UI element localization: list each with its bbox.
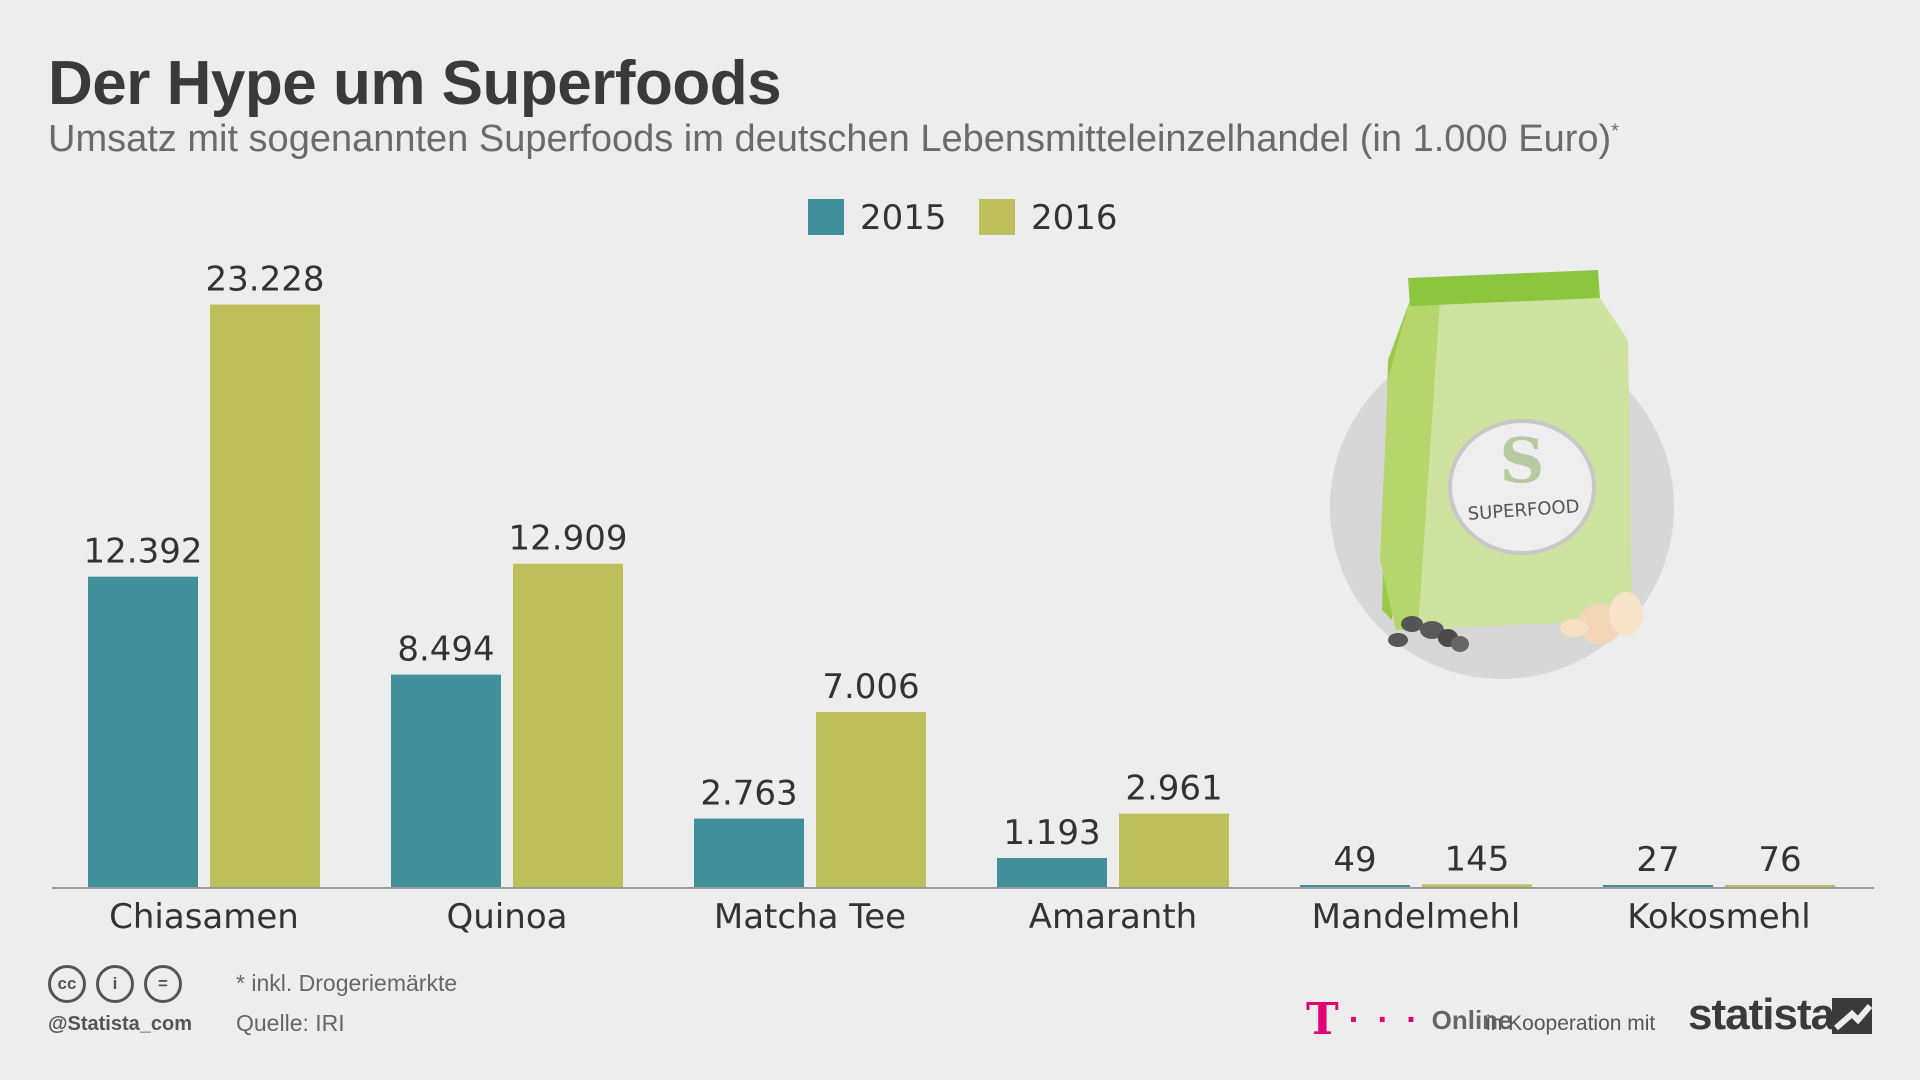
category-label: Matcha Tee <box>714 897 906 937</box>
footnote: * inkl. Drogeriemärkte <box>236 970 458 996</box>
no-derivatives-icon: = <box>144 965 182 1003</box>
license-icons: cc i = <box>48 965 182 1003</box>
value-label: 12.392 <box>84 532 203 572</box>
legend: 2015 2016 <box>808 198 1118 238</box>
chart-subtitle: Umsatz mit sogenannten Superfoods im deu… <box>48 118 1619 160</box>
bar-2015-3 <box>997 858 1107 888</box>
bar-2016-4 <box>1422 884 1532 888</box>
statista-logo-icon <box>1832 998 1872 1034</box>
bar-2016-3 <box>1119 813 1229 888</box>
value-label: 27 <box>1636 840 1679 880</box>
telekom-t-icon: T <box>1306 994 1339 1045</box>
category-label: Kokosmehl <box>1627 897 1810 937</box>
bar-2015-5 <box>1603 885 1713 888</box>
bar-2016-2 <box>816 712 926 888</box>
bar-2015-4 <box>1300 885 1410 888</box>
bar-2016-5 <box>1725 885 1835 888</box>
legend-swatch-2015 <box>808 199 844 235</box>
value-label: 1.193 <box>1003 813 1100 853</box>
attribution-icon: i <box>96 965 134 1003</box>
bar-2016-1 <box>513 563 623 888</box>
chart-title: Der Hype um Superfoods <box>48 49 782 118</box>
value-labels: 12.392 23.228 8.494 12.909 2.763 7.006 1.193 2.… <box>84 260 1802 880</box>
value-label: 12.909 <box>509 519 628 559</box>
bar-2015-1 <box>391 674 501 888</box>
cc-icon: cc <box>48 965 86 1003</box>
cooperation-text: in Kooperation mit <box>1486 1012 1656 1035</box>
legend-swatch-2016 <box>979 199 1015 235</box>
value-label: 2.961 <box>1125 769 1222 809</box>
category-label: Quinoa <box>447 897 568 937</box>
telekom-dots-icon: · · · <box>1348 1000 1422 1039</box>
legend-label: 2015 <box>860 198 947 238</box>
category-label: Mandelmehl <box>1312 897 1521 937</box>
bar-2015-0 <box>88 576 198 888</box>
bar-2015-2 <box>694 818 804 888</box>
bars <box>88 304 1835 888</box>
category-labels: Chiasamen Quinoa Matcha Tee Amaranth Mandelm… <box>109 897 1811 937</box>
value-label: 76 <box>1758 840 1801 880</box>
bar-2016-0 <box>210 304 320 888</box>
statista-handle[interactable]: @Statista_com <box>48 1013 192 1035</box>
value-label: 7.006 <box>822 667 919 707</box>
value-label: 2.763 <box>700 774 797 814</box>
value-label: 8.494 <box>397 630 494 670</box>
footnote-mark: * <box>1611 120 1619 143</box>
source-note: Quelle: IRI <box>236 1010 345 1036</box>
value-label: 49 <box>1333 840 1376 880</box>
badge-letter: S <box>1500 424 1545 497</box>
t-online-logo[interactable]: T · · · Online <box>1306 998 1513 1042</box>
category-label: Chiasamen <box>109 897 299 937</box>
legend-label: 2016 <box>1031 198 1118 238</box>
partner-name: Online <box>1431 1004 1513 1035</box>
value-label: 23.228 <box>206 260 325 300</box>
category-label: Amaranth <box>1029 897 1197 937</box>
value-label: 145 <box>1445 839 1510 879</box>
superfood-bag-icon: S SUPERFOOD <box>1330 270 1674 679</box>
statista-logo[interactable]: statista <box>1688 990 1835 1039</box>
